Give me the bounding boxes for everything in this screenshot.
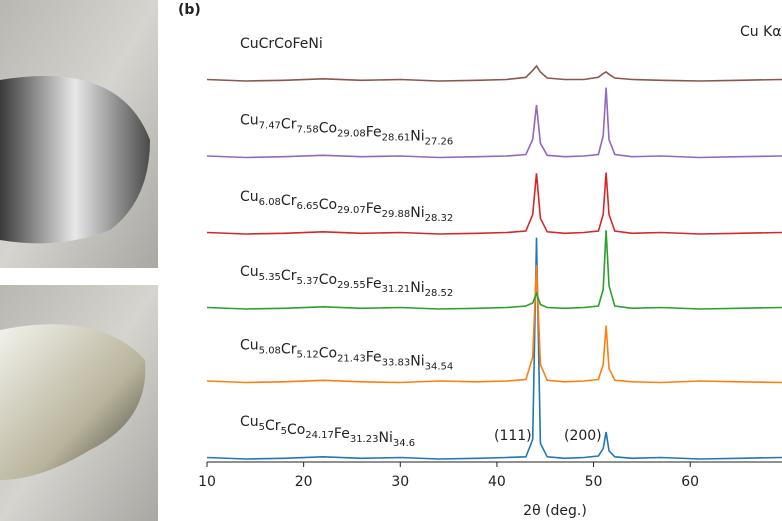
subscript: 6.08	[259, 197, 281, 208]
series-line	[206, 264, 782, 384]
element: Cr	[281, 342, 297, 358]
element: Fe	[366, 350, 382, 366]
element: Ni	[410, 280, 424, 296]
subscript: 5	[259, 422, 265, 433]
element: Co	[319, 272, 337, 288]
subscript: 34.6	[393, 438, 415, 449]
series-label: Cu5Cr5Co24.17Fe31.23Ni34.6	[240, 414, 415, 449]
element: Fe	[366, 201, 382, 217]
sample-top	[0, 76, 150, 244]
element: Fe	[366, 276, 382, 292]
subscript: 21.43	[337, 354, 366, 365]
element: Cu	[240, 338, 259, 354]
element: Cu	[240, 189, 259, 205]
x-tick-label: 10	[198, 474, 216, 490]
series-line	[206, 87, 782, 159]
element: Ni	[410, 129, 424, 145]
series-line	[206, 237, 782, 460]
subscript: 29.55	[337, 280, 366, 291]
element: Cr	[265, 418, 281, 434]
element: Cu	[240, 113, 259, 129]
series-label: Cu5.35Cr5.37Co29.55Fe31.21Ni28.52	[240, 264, 453, 299]
sample-bottom	[0, 324, 146, 480]
subscript: 5.12	[296, 350, 318, 361]
photos	[0, 0, 158, 521]
subscript: 7.47	[259, 121, 281, 132]
subscript: 5.08	[259, 346, 281, 357]
element: Ni	[410, 354, 424, 370]
annotation: (111)	[494, 428, 532, 444]
series-label: Cu6.08Cr6.65Co29.07Fe29.88Ni28.32	[240, 189, 453, 224]
subscript: 29.07	[337, 205, 366, 216]
element: Cr	[281, 193, 297, 209]
element: Co	[319, 346, 337, 362]
subscript: 6.65	[296, 201, 318, 212]
element: Co	[319, 121, 337, 137]
x-axis-label: 2θ (deg.)	[523, 503, 587, 519]
subscript: 7.58	[296, 125, 318, 136]
series-label: CuCrCoFeNi	[240, 36, 323, 52]
series-label: Cu7.47Cr7.58Co29.08Fe28.61Ni27.26	[240, 113, 453, 148]
x-tick-label: 50	[585, 474, 603, 490]
element: Ni	[378, 430, 392, 446]
subscript: 28.52	[425, 288, 454, 299]
subscript: 5.35	[259, 272, 281, 283]
panel-label: (b)	[178, 2, 201, 18]
subscript: 29.88	[382, 209, 411, 220]
subscript: 28.32	[425, 213, 454, 224]
subscript: 34.54	[425, 362, 454, 373]
subscript: 5.37	[296, 276, 318, 287]
x-tick-label: 20	[295, 474, 313, 490]
subscript: 33.83	[382, 358, 411, 369]
series-line	[206, 172, 782, 235]
subscript: 29.08	[337, 129, 366, 140]
element: Ni	[410, 205, 424, 221]
series-label: Cu5.08Cr5.12Co21.43Fe33.83Ni34.54	[240, 338, 453, 373]
element: Fe	[366, 125, 382, 141]
subscript: 31.23	[350, 434, 379, 445]
x-tick-label: 30	[391, 474, 409, 490]
subscript: 31.21	[382, 284, 411, 295]
element: Cr	[281, 117, 297, 133]
subscript: 27.26	[425, 137, 454, 148]
annotation: (200)	[564, 428, 602, 444]
element: Cu	[240, 264, 259, 280]
x-tick-label: 60	[681, 474, 699, 490]
series-line	[206, 230, 782, 310]
x-tick-label: 40	[488, 474, 506, 490]
series-line	[206, 64, 782, 82]
element: Co	[287, 422, 305, 438]
element: Cr	[281, 268, 297, 284]
element: CuCrCoFeNi	[240, 36, 323, 52]
subscript: 5	[281, 426, 287, 437]
element: Fe	[334, 426, 350, 442]
subscript: 28.61	[382, 133, 411, 144]
annotation: Cu Kα	[740, 24, 782, 40]
element: Cu	[240, 414, 259, 430]
subscript: 24.17	[305, 430, 334, 441]
element: Co	[319, 197, 337, 213]
